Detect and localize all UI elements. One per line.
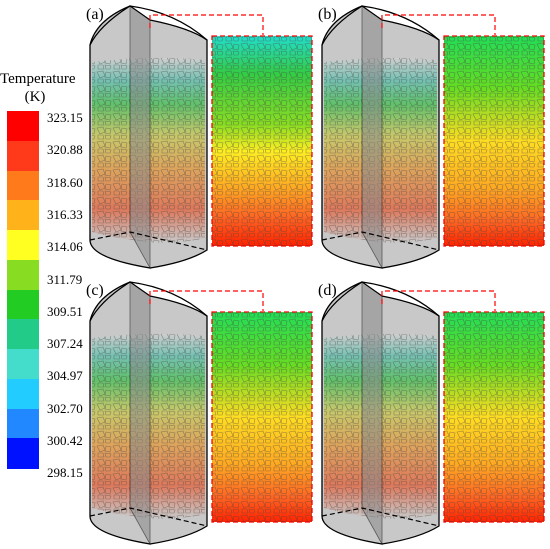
panel-b <box>321 5 545 270</box>
cut-plane <box>129 5 151 270</box>
tick-label: 300.42 <box>47 433 83 448</box>
tick-label: 311.79 <box>47 271 83 287</box>
colorbar-segment <box>7 349 39 380</box>
tick-label: 318.60 <box>47 174 83 190</box>
tick-label: 309.51 <box>47 303 83 319</box>
tick-label: 316.33 <box>47 206 83 222</box>
tick-label: 314.06 <box>47 239 83 255</box>
zoom-connector <box>149 290 264 311</box>
tick-label: 302.70 <box>47 400 83 416</box>
colorbar-segment <box>7 319 39 350</box>
colorbar-segment <box>7 200 39 231</box>
zoom-connector <box>149 14 264 35</box>
zoom-connector <box>381 14 496 35</box>
cylinder-top-edge <box>89 281 208 322</box>
panel-d <box>321 281 545 546</box>
zoom-connector <box>381 290 496 311</box>
tick-label: 323.15 <box>47 110 83 125</box>
colorbar-segment <box>7 438 39 469</box>
temperature-colorbar <box>7 111 39 469</box>
colorbar-segment <box>7 230 39 261</box>
cylinder-bottom-dashed <box>89 231 208 251</box>
section-texture <box>444 312 544 522</box>
panel-label-a: (a) <box>86 6 104 23</box>
cylinder-bottom-dashed <box>321 231 440 251</box>
panel-label-d: (d) <box>318 282 337 299</box>
tick-label: 320.88 <box>47 142 83 158</box>
tick-label: 298.15 <box>47 465 83 481</box>
colorbar-segment <box>7 111 39 142</box>
section-texture <box>212 312 312 522</box>
cylinder-top-edge <box>321 281 440 322</box>
panel-c <box>89 281 313 546</box>
panel-label-b: (b) <box>318 6 337 23</box>
cylinder-bottom-dashed <box>321 507 440 527</box>
cut-plane <box>361 281 383 546</box>
panel-label-c: (c) <box>86 282 104 299</box>
tick-label: 307.24 <box>47 336 83 352</box>
colorbar-segment <box>7 408 39 439</box>
legend-unit: (K) <box>24 89 46 105</box>
colorbar-segment <box>7 289 39 320</box>
colorbar-segment <box>7 140 39 171</box>
cylinder-top-edge <box>89 5 208 46</box>
cylinder-top-edge <box>321 5 440 46</box>
panel-a <box>89 5 313 270</box>
legend-title: Temperature <box>0 71 76 87</box>
section-texture <box>212 36 312 246</box>
cylinder-bottom-dashed <box>89 507 208 527</box>
tick-label: 304.97 <box>47 368 83 384</box>
cut-plane <box>129 281 151 546</box>
colorbar-segment <box>7 259 39 290</box>
cut-plane <box>361 5 383 270</box>
colorbar-segment <box>7 378 39 409</box>
colorbar-segment <box>7 170 39 201</box>
section-texture <box>444 36 544 246</box>
